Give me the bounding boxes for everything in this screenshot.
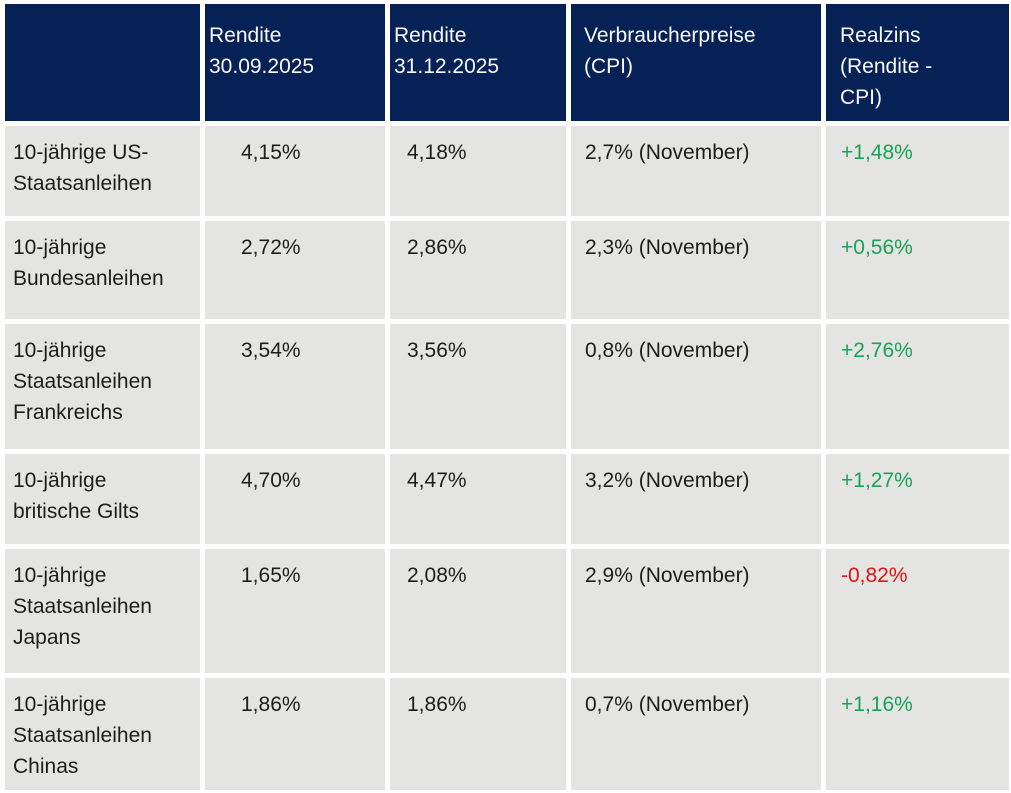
header-empty-corner bbox=[5, 4, 200, 121]
header-rendite-31-12-2025: Rendite 31.12.2025 bbox=[390, 4, 566, 121]
realzins-value: +2,76% bbox=[826, 324, 1009, 449]
header-rendite-30-09-2025: Rendite 30.09.2025 bbox=[205, 4, 385, 121]
row-label: 10-jährige britische Gilts bbox=[5, 454, 200, 544]
rendite-30-09-value: 4,15% bbox=[205, 126, 385, 216]
cpi-value: 2,7% (November) bbox=[571, 126, 821, 216]
realzins-value: +1,27% bbox=[826, 454, 1009, 544]
cpi-value: 3,2% (November) bbox=[571, 454, 821, 544]
row-label: 10-jährige Staatsanleihen Japans bbox=[5, 549, 200, 673]
rendite-30-09-value: 1,86% bbox=[205, 678, 385, 790]
realzins-value: +1,48% bbox=[826, 126, 1009, 216]
header-realzins: Realzins (Rendite - CPI) bbox=[826, 4, 1009, 121]
realzins-value: +0,56% bbox=[826, 221, 1009, 319]
table-header-row: Rendite 30.09.2025 Rendite 31.12.2025 Ve… bbox=[5, 4, 1009, 121]
rendite-30-09-value: 4,70% bbox=[205, 454, 385, 544]
realzins-value: +1,16% bbox=[826, 678, 1009, 790]
rendite-31-12-value: 1,86% bbox=[390, 678, 566, 790]
realzins-value: -0,82% bbox=[826, 549, 1009, 673]
row-label: 10-jährige Staatsanleihen Chinas bbox=[5, 678, 200, 790]
rendite-31-12-value: 4,47% bbox=[390, 454, 566, 544]
row-label: 10-jährige US- Staatsanleihen bbox=[5, 126, 200, 216]
table-row-staatsanleihen-chinas: 10-jährige Staatsanleihen Chinas 1,86% 1… bbox=[5, 678, 1009, 790]
rendite-30-09-value: 3,54% bbox=[205, 324, 385, 449]
rendite-30-09-value: 1,65% bbox=[205, 549, 385, 673]
header-verbraucherpreise-cpi: Verbraucherpreise (CPI) bbox=[571, 4, 821, 121]
cpi-value: 2,3% (November) bbox=[571, 221, 821, 319]
row-label: 10-jährige Staatsanleihen Frankreichs bbox=[5, 324, 200, 449]
rendite-31-12-value: 2,08% bbox=[390, 549, 566, 673]
cpi-value: 0,7% (November) bbox=[571, 678, 821, 790]
table-row-staatsanleihen-japans: 10-jährige Staatsanleihen Japans 1,65% 2… bbox=[5, 549, 1009, 673]
rendite-30-09-value: 2,72% bbox=[205, 221, 385, 319]
table-row-britische-gilts: 10-jährige britische Gilts 4,70% 4,47% 3… bbox=[5, 454, 1009, 544]
rendite-31-12-value: 3,56% bbox=[390, 324, 566, 449]
rendite-31-12-value: 4,18% bbox=[390, 126, 566, 216]
table-row-us-staatsanleihen: 10-jährige US- Staatsanleihen 4,15% 4,18… bbox=[5, 126, 1009, 216]
rendite-31-12-value: 2,86% bbox=[390, 221, 566, 319]
cpi-value: 0,8% (November) bbox=[571, 324, 821, 449]
bond-real-yield-table: Rendite 30.09.2025 Rendite 31.12.2025 Ve… bbox=[5, 4, 1009, 790]
table-row-bundesanleihen: 10-jährige Bundesanleihen 2,72% 2,86% 2,… bbox=[5, 221, 1009, 319]
row-label: 10-jährige Bundesanleihen bbox=[5, 221, 200, 319]
table-row-staatsanleihen-frankreichs: 10-jährige Staatsanleihen Frankreichs 3,… bbox=[5, 324, 1009, 449]
cpi-value: 2,9% (November) bbox=[571, 549, 821, 673]
